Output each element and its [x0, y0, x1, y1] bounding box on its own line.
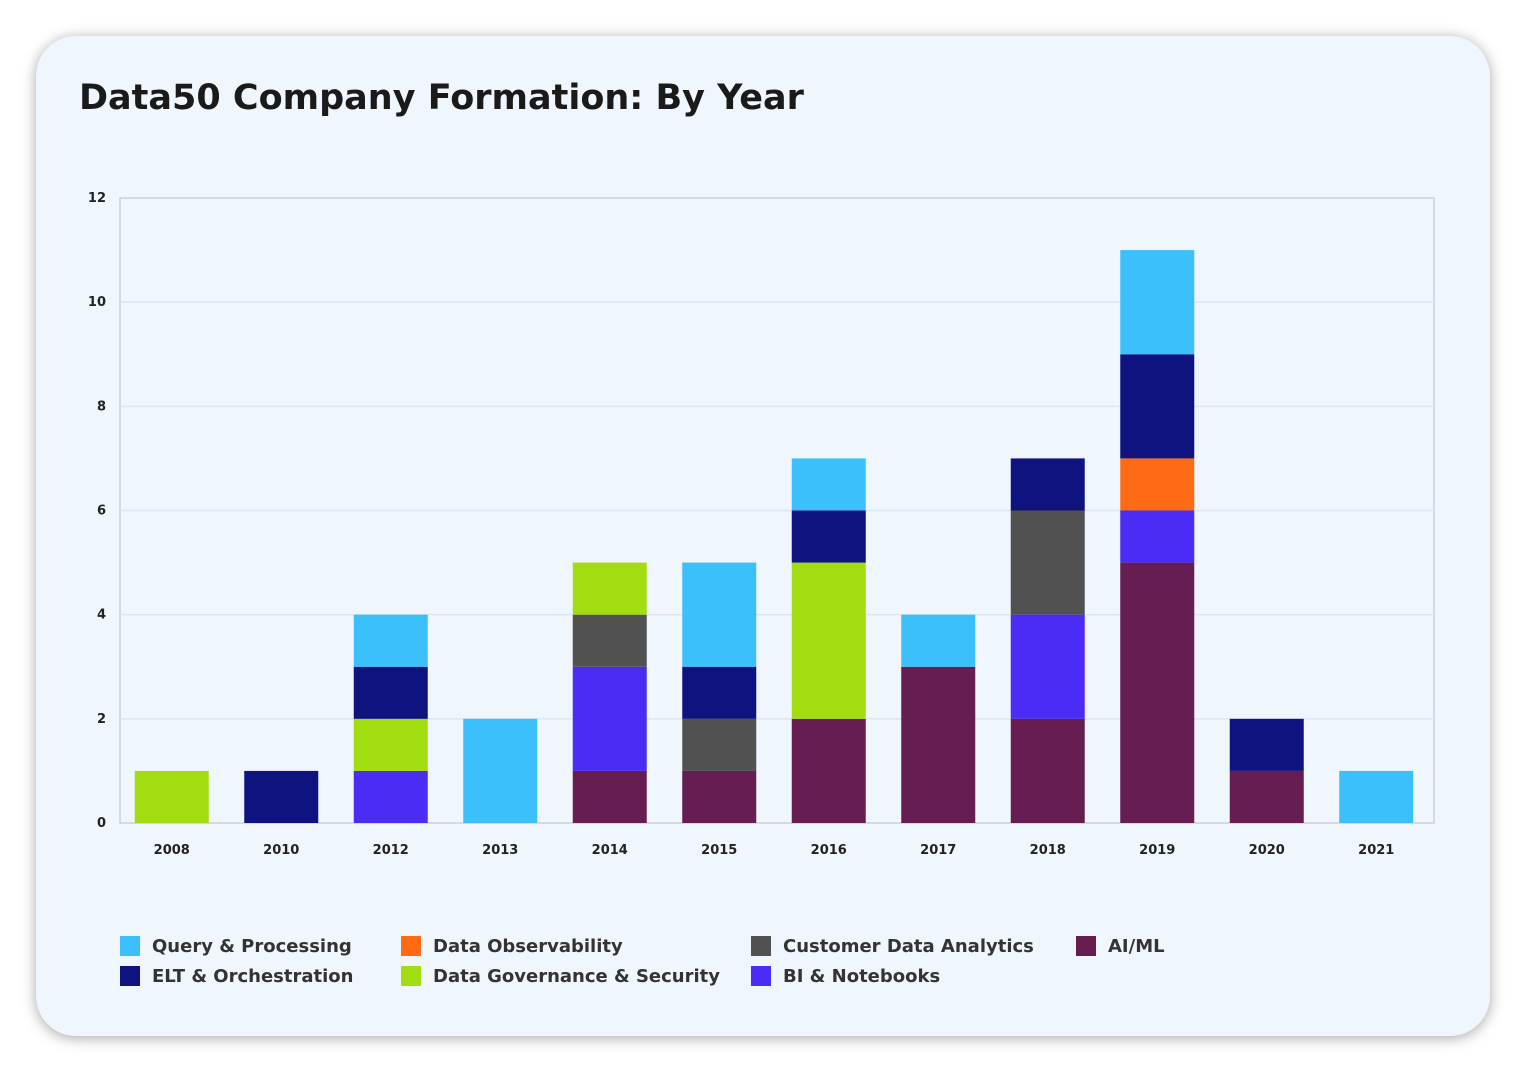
- x-tick-label: 2018: [1030, 843, 1066, 858]
- bar-segment: [572, 562, 647, 615]
- legend-label: Customer Data Analytics: [783, 935, 1034, 957]
- bar-segment: [572, 666, 647, 771]
- x-tick-label: 2020: [1249, 843, 1285, 858]
- y-tick-label: 8: [97, 399, 106, 414]
- legend-label: Query & Processing: [152, 935, 352, 957]
- y-tick-label: 2: [97, 712, 106, 727]
- x-tick-label: 2021: [1358, 843, 1394, 858]
- legend-swatch: [401, 936, 421, 956]
- x-tick-label: 2010: [263, 843, 299, 858]
- bar-segment: [1120, 354, 1195, 459]
- bar-segment: [1229, 770, 1304, 823]
- legend-swatch: [120, 966, 140, 986]
- x-tick-label: 2015: [701, 843, 737, 858]
- legend-label: Data Observability: [433, 935, 623, 957]
- legend-swatch: [751, 966, 771, 986]
- legend-label: Data Governance & Security: [433, 965, 720, 987]
- legend-item: ELT & Orchestration: [120, 964, 353, 988]
- bar-segment: [791, 718, 866, 823]
- legend-item: Data Observability: [401, 934, 623, 958]
- bar-segment: [572, 614, 647, 667]
- legend-swatch: [120, 936, 140, 956]
- stacked-bar-chart: 0 2 4 6 8 10 12 2008 2010 2012 2013 2014 2015 2016 201…: [88, 191, 1435, 858]
- bar-segment: [353, 614, 428, 667]
- bar-segment: [682, 770, 757, 823]
- bar-segment: [1010, 614, 1085, 719]
- bar-segment: [353, 718, 428, 771]
- bar-segment: [1010, 510, 1085, 615]
- bar-segment: [1010, 458, 1085, 511]
- legend-item: BI & Notebooks: [751, 964, 940, 988]
- bar-segment: [1120, 250, 1195, 355]
- bar-segment: [353, 666, 428, 719]
- bar-segment: [353, 770, 428, 823]
- bar-segment: [682, 718, 757, 771]
- bar-segment: [791, 458, 866, 511]
- bar-segment: [901, 614, 976, 667]
- x-tick-label: 2017: [920, 843, 956, 858]
- legend-item: AI/ML: [1076, 934, 1165, 958]
- chart-card: Data50 Company Formation: By Year 0 2 4 6 8 1…: [36, 36, 1490, 1036]
- bar-segment: [1229, 718, 1304, 771]
- x-tick-label: 2012: [373, 843, 409, 858]
- y-tick-label: 12: [88, 191, 106, 206]
- bar-segment: [1120, 458, 1195, 511]
- y-tick-label: 6: [97, 504, 106, 519]
- y-tick-label: 10: [88, 295, 106, 310]
- x-tick-label: 2019: [1139, 843, 1175, 858]
- legend-swatch: [401, 966, 421, 986]
- legend-item: Query & Processing: [120, 934, 352, 958]
- legend-swatch: [1076, 936, 1096, 956]
- chart-title: Data50 Company Formation: By Year: [79, 78, 804, 118]
- y-tick-label: 0: [97, 816, 106, 831]
- bar-segment: [463, 718, 538, 823]
- bar-segment: [682, 666, 757, 719]
- bar-segment: [791, 562, 866, 719]
- bar-segment: [901, 666, 976, 823]
- bar-segment: [1120, 562, 1195, 823]
- legend-item: Data Governance & Security: [401, 964, 720, 988]
- bar-segment: [1339, 770, 1414, 823]
- legend-label: BI & Notebooks: [783, 965, 941, 987]
- x-tick-label: 2016: [811, 843, 847, 858]
- legend-label: AI/ML: [1108, 935, 1165, 957]
- x-tick-label: 2013: [482, 843, 518, 858]
- bar-segment: [791, 510, 866, 563]
- bar-segment: [134, 770, 209, 823]
- chart-legend: Query & Processing ELT & Orchestration Dat…: [120, 934, 1320, 1004]
- x-tick-label: 2014: [592, 843, 628, 858]
- bar-segment: [682, 562, 757, 667]
- bar-segment: [1120, 510, 1195, 563]
- bar-segment: [244, 770, 319, 823]
- bar-segment: [1010, 718, 1085, 823]
- legend-item: Customer Data Analytics: [751, 934, 1034, 958]
- bar-segment: [572, 770, 647, 823]
- legend-swatch: [751, 936, 771, 956]
- legend-label: ELT & Orchestration: [152, 965, 354, 987]
- y-tick-label: 4: [97, 608, 106, 623]
- x-tick-label: 2008: [154, 843, 190, 858]
